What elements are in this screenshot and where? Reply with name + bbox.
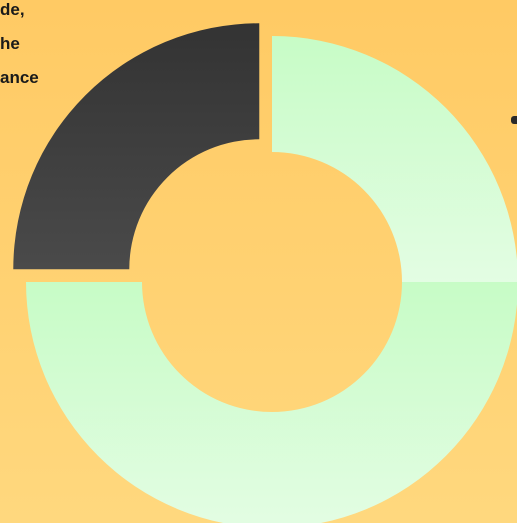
donut-slices — [13, 23, 517, 523]
label-fragment-2: he — [0, 34, 20, 53]
offscreen-label-mark — [511, 116, 517, 124]
donut-slice-1 — [272, 36, 517, 282]
donut-slice-2 — [26, 282, 517, 523]
label-fragment-1: de, — [0, 0, 25, 19]
donut-slice-3 — [13, 23, 260, 270]
label-fragment-3: ance — [0, 68, 39, 87]
